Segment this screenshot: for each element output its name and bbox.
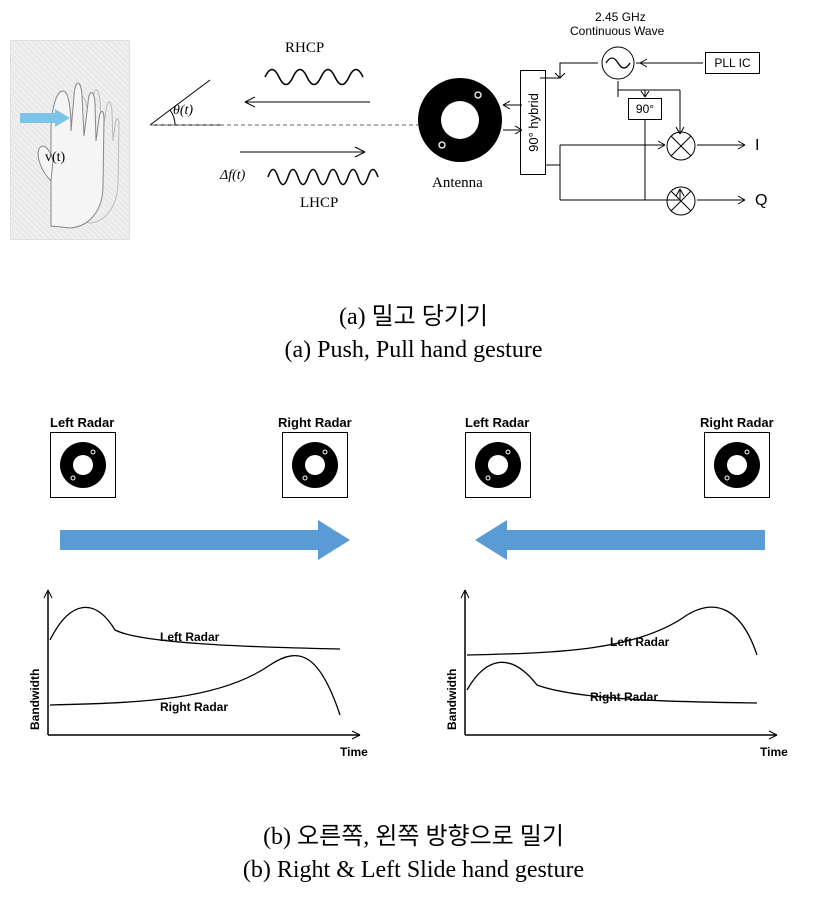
panel-a: v(t) θ(t) RHCP Δf(t) LHCP Antenna 90° hy…: [10, 10, 817, 280]
panel-b: Left Radar Right Radar Left Radar Right …: [20, 410, 807, 800]
left-radar-label-1: Left Radar: [50, 415, 114, 430]
right-radar-label-1: Right Radar: [278, 415, 352, 430]
velocity-label: v(t): [45, 150, 65, 166]
antenna-label: Antenna: [432, 175, 483, 192]
hand-background: [10, 40, 130, 240]
cw-label: Continuous Wave: [570, 24, 664, 38]
right-radar-2-icon: [704, 432, 770, 498]
time-axis-2: Time: [760, 745, 788, 759]
left-radar-label-2: Left Radar: [465, 415, 529, 430]
delta-f-label: Δf(t): [220, 168, 245, 184]
caption-b-korean: (b) 오른쪽, 왼쪽 방향으로 밀기: [0, 816, 827, 851]
lhcp-wave: [265, 160, 385, 195]
caption-a-english: (a) Push, Pull hand gesture: [0, 337, 827, 364]
lhcp-arrow: [235, 145, 375, 159]
caption-b-english: (b) Right & Left Slide hand gesture: [0, 857, 827, 884]
right-slide-arrow-icon: [60, 520, 350, 560]
left-radar-1-icon: [50, 432, 116, 498]
right-radar-1-icon: [282, 432, 348, 498]
right-graph: [457, 585, 787, 755]
left-slide-arrow-icon: [475, 520, 765, 560]
push-arrow-icon: [18, 105, 73, 131]
left-radar-2-icon: [465, 432, 531, 498]
caption-block-a: (a) 밀고 당기기 (a) Push, Pull hand gesture: [0, 290, 827, 370]
lhcp-label: LHCP: [300, 195, 338, 212]
right-graph-right-curve-label: Right Radar: [590, 690, 658, 704]
dashed-axis: [150, 123, 430, 127]
left-graph: [40, 585, 370, 755]
theta-label: θ(t): [173, 103, 193, 119]
left-graph-left-curve-label: Left Radar: [160, 630, 219, 644]
hand-illustration: [11, 41, 131, 241]
caption-a-korean: (a) 밀고 당기기: [0, 296, 827, 331]
antenna-hybrid-arrows: [500, 95, 530, 145]
freq-label: 2.45 GHz: [595, 10, 646, 24]
left-graph-right-curve-label: Right Radar: [160, 700, 228, 714]
antenna-icon: [410, 70, 510, 170]
rhcp-arrow: [235, 95, 375, 109]
rhcp-label: RHCP: [285, 40, 324, 57]
rhcp-wave: [260, 60, 370, 95]
time-axis-1: Time: [340, 745, 368, 759]
right-graph-left-curve-label: Left Radar: [610, 635, 669, 649]
right-radar-label-2: Right Radar: [700, 415, 774, 430]
circuit-wiring: [540, 45, 770, 225]
caption-block-b: (b) 오른쪽, 왼쪽 방향으로 밀기 (b) Right & Left Sli…: [0, 810, 827, 890]
